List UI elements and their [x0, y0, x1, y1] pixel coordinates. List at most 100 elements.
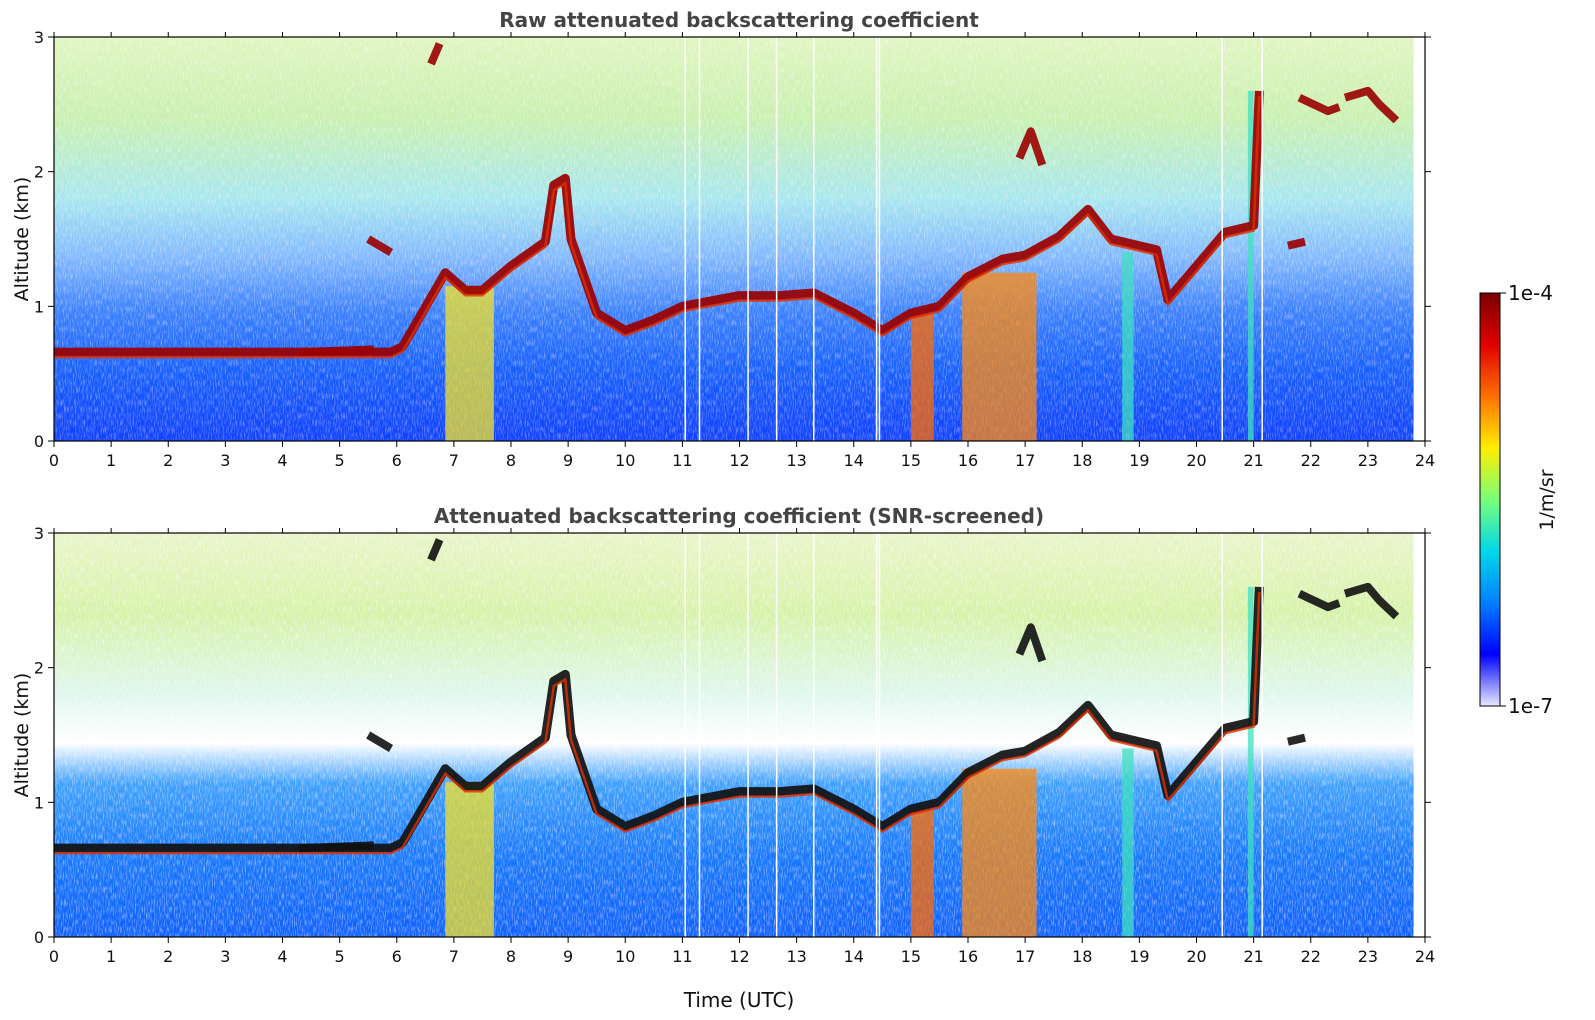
x-tick-label: 20: [1186, 947, 1206, 966]
x-tick-label: 14: [844, 947, 864, 966]
x-tick-label: 4: [277, 947, 287, 966]
x-tick-label: 10: [615, 947, 635, 966]
cloud-layer-segment: [1286, 237, 1306, 250]
panel-screened-ylabel: Altitude (km): [11, 673, 33, 798]
panel-screened-xlabel: Time (UTC): [683, 988, 795, 1012]
y-tick-label: 0: [34, 432, 44, 451]
x-tick-label: 15: [901, 451, 921, 470]
colorbar-bar: [1479, 292, 1501, 707]
colorbar: 1e-4 1e-7 1/m/sr: [1479, 281, 1558, 718]
fall-streak: [1122, 252, 1134, 441]
x-tick-label: 19: [1129, 947, 1149, 966]
x-tick-label: 7: [449, 451, 459, 470]
x-tick-label: 1: [106, 947, 116, 966]
x-tick-label: 1: [106, 451, 116, 470]
cloud-layer-segment: [427, 42, 444, 66]
x-tick-label: 16: [958, 947, 978, 966]
x-tick-label: 11: [672, 947, 692, 966]
cloud-layer-segment: [366, 235, 394, 256]
x-tick-label: 18: [1072, 947, 1092, 966]
x-tick-label: 17: [1015, 451, 1035, 470]
x-tick-label: 3: [220, 451, 230, 470]
fall-streak: [962, 272, 1037, 441]
x-tick-label: 22: [1301, 947, 1321, 966]
x-tick-label: 10: [615, 451, 635, 470]
y-tick-label: 1: [34, 297, 44, 316]
colorbar-label: 1/m/sr: [1536, 469, 1558, 530]
x-tick-label: 23: [1358, 947, 1378, 966]
cloud-layer-segment: [1297, 589, 1341, 612]
x-tick-label: 9: [563, 451, 573, 470]
cloud-layer-segment: [299, 841, 375, 853]
x-tick-label: 21: [1243, 451, 1263, 470]
panel-raw-plot-area: [53, 36, 1426, 442]
x-tick-label: 21: [1243, 947, 1263, 966]
x-tick-label: 0: [49, 451, 59, 470]
panel-screened-plot-area: [53, 532, 1426, 938]
panel-screened-title: Attenuated backscattering coefficient (S…: [434, 504, 1044, 528]
y-tick-label: 2: [34, 659, 44, 678]
fall-streak: [445, 782, 494, 937]
panel-raw: Raw attenuated backscattering coefficien…: [11, 8, 1435, 470]
cloud-layer-segment: [1286, 733, 1306, 746]
x-tick-label: 6: [392, 451, 402, 470]
x-tick-label: 24: [1415, 451, 1435, 470]
cloud-base-edge: [54, 95, 1261, 359]
x-tick-label: 2: [163, 947, 173, 966]
x-tick-label: 17: [1015, 947, 1035, 966]
cloud-base-layer: [54, 586, 1264, 853]
cloud-layer-segment: [366, 731, 394, 752]
x-tick-label: 19: [1129, 451, 1149, 470]
x-tick-label: 11: [672, 451, 692, 470]
x-tick-label: 2: [163, 451, 173, 470]
x-tick-label: 12: [729, 451, 749, 470]
y-tick-label: 2: [34, 163, 44, 182]
x-tick-label: 18: [1072, 451, 1092, 470]
x-tick-label: 8: [506, 947, 516, 966]
x-tick-label: 20: [1186, 451, 1206, 470]
y-tick-label: 0: [34, 928, 44, 947]
fall-streak: [962, 768, 1037, 937]
y-tick-label: 3: [34, 28, 44, 47]
x-tick-label: 24: [1415, 947, 1435, 966]
x-tick-label: 9: [563, 947, 573, 966]
y-tick-label: 3: [34, 524, 44, 543]
x-tick-label: 5: [335, 451, 345, 470]
heatmap-speckle: [54, 533, 1425, 937]
no-data-region: [1413, 37, 1425, 441]
x-tick-label: 4: [277, 451, 287, 470]
fall-streak: [1247, 586, 1254, 937]
cloud-layer-segment: [1015, 623, 1047, 663]
cloud-layer-segment: [1015, 127, 1047, 167]
x-tick-label: 22: [1301, 451, 1321, 470]
panel-screened-x-ticks: 0 1 2 3 4 5 6 7 8 9 10 11 12 13 14 15 16 17 18 19 20 21 22 23 24: [49, 528, 1435, 966]
x-tick-label: 14: [844, 451, 864, 470]
colorbar-min-label: 1e-7: [1508, 694, 1553, 718]
fall-streak: [445, 286, 494, 441]
cloud-layer-segment: [1343, 582, 1400, 620]
x-tick-label: 0: [49, 947, 59, 966]
cloud-base-layer: [54, 90, 1264, 357]
panel-screened: Attenuated backscattering coefficient (S…: [11, 504, 1435, 1012]
x-tick-label: 23: [1358, 451, 1378, 470]
fall-streak: [1247, 90, 1254, 441]
colorbar-max-label: 1e-4: [1508, 281, 1553, 305]
x-tick-label: 8: [506, 451, 516, 470]
fall-streak: [910, 809, 934, 937]
panel-raw-y-ticks: 0 1 2 3: [34, 28, 1431, 451]
x-tick-label: 6: [392, 947, 402, 966]
no-data-region: [1413, 533, 1425, 937]
cloud-layer-segment: [1297, 93, 1341, 116]
x-tick-label: 13: [786, 451, 806, 470]
x-tick-label: 5: [335, 947, 345, 966]
x-tick-label: 3: [220, 947, 230, 966]
x-tick-label: 13: [786, 947, 806, 966]
cloud-layer-segment: [427, 538, 444, 562]
cloud-base-edge: [54, 591, 1261, 855]
fall-streak: [1122, 748, 1134, 937]
fall-streak: [910, 313, 934, 441]
heatmap-speckle: [54, 37, 1425, 441]
x-tick-label: 7: [449, 947, 459, 966]
panel-raw-x-ticks: 0 1 2 3 4 5 6 7 8 9 10 11 12 13 14 15 16 17 18 19 20 21 22 23 24: [49, 32, 1435, 470]
x-tick-label: 15: [901, 947, 921, 966]
